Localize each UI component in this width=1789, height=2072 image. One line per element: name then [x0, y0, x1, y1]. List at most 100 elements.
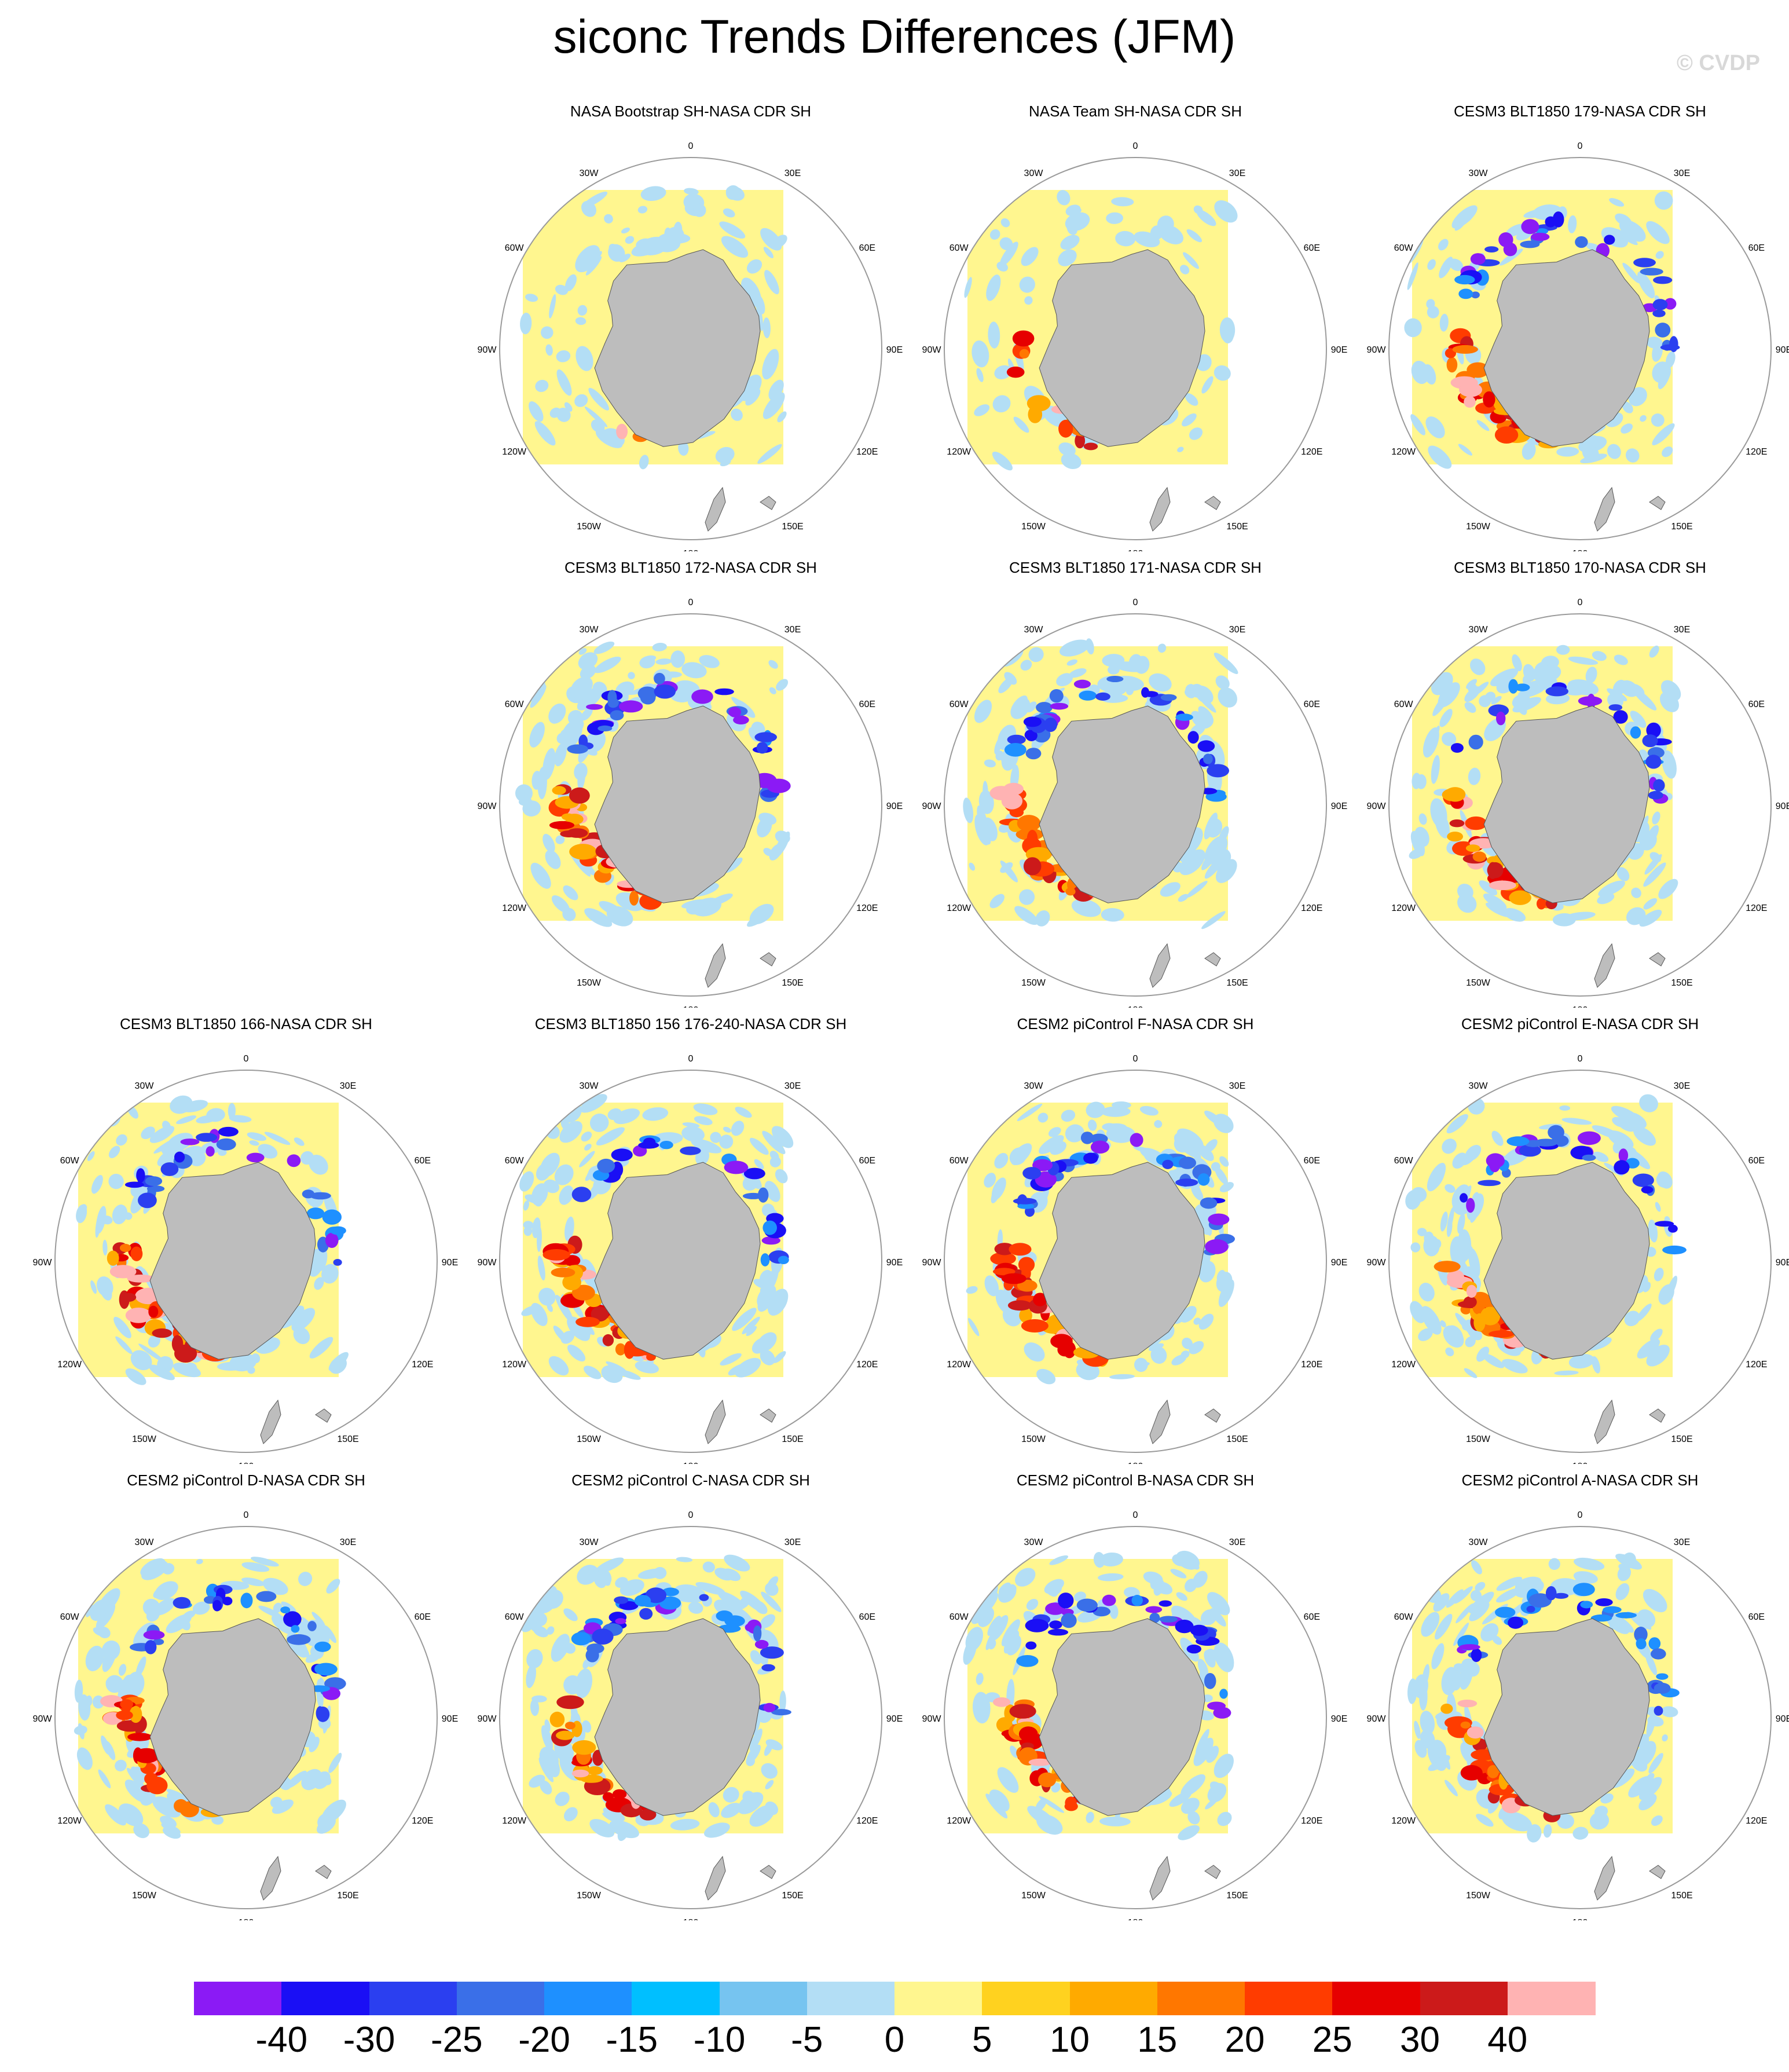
anomaly-cell [1618, 1564, 1627, 1571]
anomaly-cell [1056, 673, 1073, 687]
anomaly-cell [542, 1249, 570, 1261]
anomaly-cell [584, 407, 608, 427]
anomaly-cell [298, 1572, 313, 1586]
longitude-label-n: 0 [688, 1054, 694, 1064]
anomaly-cell [1177, 446, 1184, 452]
anomaly-cell [762, 1220, 777, 1235]
anomaly-cell [719, 221, 746, 239]
anomaly-cell [124, 1780, 148, 1803]
anomaly-cell [240, 1593, 253, 1609]
tasmania-landmass [1204, 952, 1221, 967]
anomaly-cell [157, 1146, 184, 1167]
longitude-label-se150: 150E [1671, 1434, 1692, 1444]
anomaly-cell [1482, 1353, 1504, 1368]
anomaly-cell [1526, 1605, 1535, 1613]
anomaly-cell [1660, 691, 1679, 712]
anomaly-cell [179, 1616, 190, 1631]
anomaly-cell [1654, 1682, 1671, 1694]
south-america-landmass [55, 1133, 76, 1175]
anomaly-cell [1014, 906, 1039, 925]
anomaly-cell [574, 394, 588, 407]
anomaly-cell [1192, 1563, 1200, 1570]
anomaly-cell [264, 1132, 291, 1145]
anomaly-cell [1645, 755, 1662, 769]
anomaly-cell [994, 1243, 1015, 1255]
anomaly-cell [1061, 1110, 1076, 1122]
anomaly-cell [1537, 898, 1546, 910]
longitude-label-nw30: 30W [580, 625, 599, 635]
anomaly-cell [1035, 1188, 1049, 1211]
anomaly-cell [735, 1357, 761, 1378]
anomaly-cell [530, 1302, 548, 1326]
longitude-label-ne30: 30E [340, 1537, 356, 1547]
anomaly-cell [537, 1255, 545, 1281]
longitude-label-ne30: 30E [1229, 1537, 1245, 1547]
longitude-label-w90: 90W [1367, 1714, 1387, 1724]
anomaly-cell [229, 1115, 252, 1123]
anomaly-cell [569, 787, 590, 804]
anomaly-cell [1197, 1173, 1210, 1186]
longitude-label-s: 180 [1572, 1462, 1588, 1464]
anomaly-cell [1453, 1623, 1469, 1646]
anomaly-cell [1219, 1156, 1229, 1167]
anomaly-cell [1428, 445, 1452, 469]
anomaly-cell [1115, 230, 1136, 247]
anomaly-cell [1201, 376, 1214, 394]
anomaly-cell [176, 1115, 197, 1125]
anomaly-cell [1625, 448, 1640, 463]
anomaly-cell [1471, 1648, 1482, 1662]
anomaly-cell [1452, 1152, 1467, 1169]
anomaly-cell [1079, 690, 1097, 701]
anomaly-cell [1102, 654, 1125, 667]
new-zealand-landmass [1149, 943, 1171, 988]
anomaly-cell [120, 1699, 133, 1709]
panel-title: CESM3 BLT1850 166-NASA CDR SH [120, 1015, 372, 1033]
longitude-label-n: 0 [1133, 141, 1138, 151]
anomaly-cell [637, 686, 657, 701]
anomaly-cell [1460, 1721, 1471, 1729]
anomaly-cell [1049, 1620, 1062, 1630]
anomaly-cell [581, 1131, 592, 1142]
longitude-label-n: 0 [1578, 141, 1583, 151]
anomaly-cell [1027, 395, 1051, 412]
anomaly-cell [1021, 247, 1039, 266]
anomaly-cell [724, 1161, 749, 1174]
anomaly-cell [112, 1205, 128, 1225]
anomaly-cell [758, 812, 777, 825]
anomaly-cell [1185, 393, 1198, 406]
anomaly-cell [1470, 1590, 1482, 1601]
antarctica-landmass [1039, 705, 1205, 903]
anomaly-cell [1035, 910, 1050, 927]
anomaly-cell [688, 1602, 703, 1614]
anomaly-cell [1509, 890, 1531, 905]
anomaly-cell [571, 1284, 595, 1301]
anomaly-cell [731, 408, 743, 421]
anomaly-cell [544, 1590, 563, 1609]
longitude-label-s: 180 [1572, 1005, 1588, 1008]
anomaly-cell [564, 274, 577, 291]
anomaly-cell [577, 1565, 599, 1585]
anomaly-cell [619, 700, 643, 713]
anomaly-cell [577, 767, 585, 790]
anomaly-cell [314, 1277, 324, 1290]
anomaly-cell [1515, 1576, 1542, 1592]
anomaly-cell [778, 1255, 789, 1264]
longitude-label-nw60: 60W [1394, 1156, 1414, 1166]
longitude-label-sw120: 120W [1391, 1816, 1416, 1826]
anomaly-cell [693, 203, 706, 217]
anomaly-cell [1170, 1569, 1187, 1579]
anomaly-cell [1219, 1182, 1234, 1192]
anomaly-cell [107, 1250, 119, 1266]
anomaly-cell [1609, 1619, 1619, 1630]
anomaly-cell [1580, 1601, 1593, 1609]
anomaly-cell [1036, 702, 1053, 713]
anomaly-cell [1523, 664, 1535, 682]
anomaly-cell [1593, 1151, 1609, 1162]
anomaly-cell [1009, 1584, 1017, 1593]
anomaly-cell [1451, 205, 1478, 229]
anomaly-cell [162, 1563, 175, 1575]
anomaly-cell [287, 1154, 301, 1167]
longitude-label-sw150: 150W [132, 1434, 157, 1444]
longitude-label-nw60: 60W [1394, 243, 1414, 253]
anomaly-cell [1479, 880, 1498, 896]
